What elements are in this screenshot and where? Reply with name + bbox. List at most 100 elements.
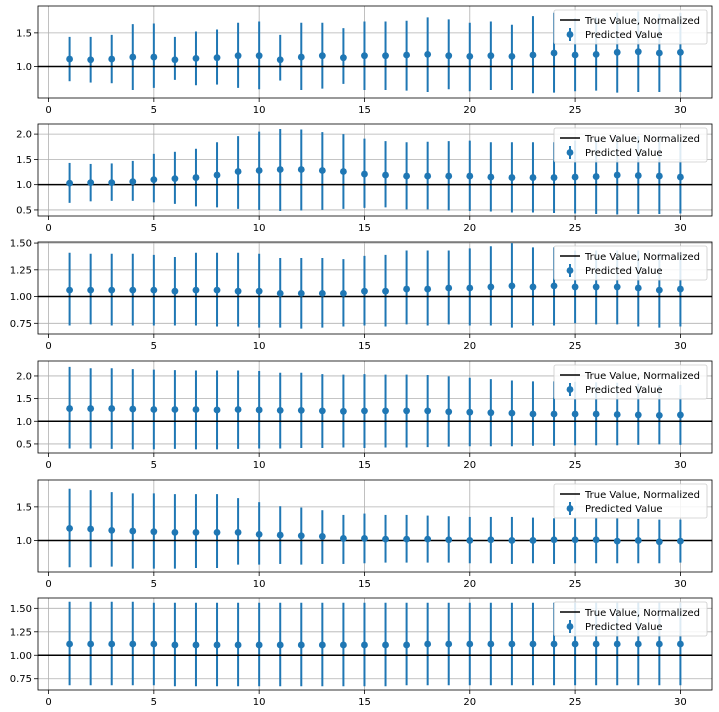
data-point [655, 286, 663, 294]
data-point [571, 51, 579, 59]
data-point [66, 179, 73, 187]
legend: True Value, Normalized Predicted Value [553, 364, 708, 400]
y-tick-label: 0.5 [16, 205, 32, 216]
data-point [403, 51, 410, 59]
data-point [318, 289, 326, 297]
data-point [529, 640, 537, 648]
legend-label-truth: True Value, Normalized [584, 16, 700, 27]
x-tick-label: 25 [569, 223, 582, 234]
data-point [403, 535, 410, 543]
data-point [340, 54, 347, 62]
data-point [466, 284, 474, 292]
axes-frame [37, 5, 713, 99]
legend-label-truth: True Value, Normalized [584, 252, 700, 263]
legend-label-truth: True Value, Normalized [584, 490, 700, 501]
data-point [192, 406, 200, 413]
data-point [213, 171, 221, 179]
data-point [487, 409, 495, 417]
y-tick-label: 2.0 [16, 130, 32, 141]
x-tick-label: 15 [358, 697, 371, 708]
y-tick-label: 1.0 [16, 180, 32, 191]
data-point [297, 53, 305, 61]
data-point [403, 285, 410, 293]
y-tick-label: 1.50 [10, 239, 32, 250]
data-point [213, 528, 221, 536]
data-point [234, 528, 242, 536]
data-point [508, 282, 516, 290]
x-tick-label: 25 [569, 579, 582, 590]
data-point [87, 179, 95, 187]
data-point [445, 52, 453, 60]
x-tick-label: 30 [674, 105, 687, 116]
data-point [255, 52, 263, 60]
x-tick-label: 5 [151, 697, 157, 708]
data-point [613, 640, 621, 648]
data-point [382, 407, 389, 415]
data-point [129, 286, 137, 294]
data-point [571, 536, 579, 544]
data-point [318, 641, 326, 649]
data-point [382, 641, 389, 649]
data-point [571, 283, 579, 291]
data-point [424, 407, 432, 415]
y-tick-label: 0.75 [10, 674, 32, 685]
axes-frame [37, 360, 713, 454]
data-point [424, 640, 432, 648]
x-tick-label: 0 [45, 460, 51, 471]
data-point [66, 640, 73, 648]
data-point [424, 50, 432, 58]
y-tick-label: 1.25 [10, 265, 32, 276]
x-tick-label: 5 [151, 579, 157, 590]
y-tick-label: 1.0 [16, 62, 32, 73]
legend: True Value, Normalized Predicted Value [553, 245, 708, 281]
data-point [171, 641, 179, 649]
data-point [66, 405, 73, 412]
x-tick-label: 25 [569, 460, 582, 471]
data-point [276, 531, 284, 539]
data-point [318, 533, 326, 540]
data-point [108, 526, 116, 534]
data-point [613, 48, 621, 56]
data-point [677, 537, 684, 545]
data-point [550, 640, 558, 648]
x-tick-label: 10 [253, 460, 266, 471]
data-point [382, 171, 389, 179]
chart-panel-5: 0 5 10 15 20 25 30 1.0 1.5 True Value, Normalized… [16, 479, 713, 590]
data-point [171, 175, 179, 182]
y-tick-label: 1.0 [16, 536, 32, 547]
data-point [677, 173, 684, 181]
data-point [108, 55, 116, 63]
data-point [487, 536, 495, 544]
y-tick-label: 1.00 [10, 292, 32, 303]
legend-label-predicted: Predicted Value [585, 385, 663, 396]
data-point [445, 536, 453, 544]
x-tick-label: 30 [674, 579, 687, 590]
x-tick-label: 10 [253, 341, 266, 352]
axes-frame [37, 241, 713, 335]
data-point [508, 174, 516, 181]
data-point [108, 179, 116, 187]
data-point [108, 405, 116, 412]
data-point [550, 410, 558, 418]
y-tick-label: 1.5 [16, 28, 32, 39]
data-point [634, 284, 642, 292]
data-point [613, 537, 621, 545]
data-point [340, 407, 347, 415]
data-point [508, 409, 516, 417]
data-point [234, 52, 242, 60]
data-point [571, 410, 579, 418]
x-tick-label: 20 [463, 341, 476, 352]
data-point [466, 52, 474, 60]
axes-frame [37, 123, 713, 217]
axes-frame [37, 479, 713, 573]
legend: True Value, Normalized Predicted Value [553, 127, 708, 163]
y-tick-label: 1.00 [10, 651, 32, 662]
data-point [655, 172, 663, 180]
data-point [129, 178, 137, 186]
y-tick-label: 1.25 [10, 627, 32, 638]
x-tick-label: 5 [151, 223, 157, 234]
data-point [66, 524, 73, 532]
data-point [508, 640, 516, 648]
data-point [424, 285, 432, 293]
